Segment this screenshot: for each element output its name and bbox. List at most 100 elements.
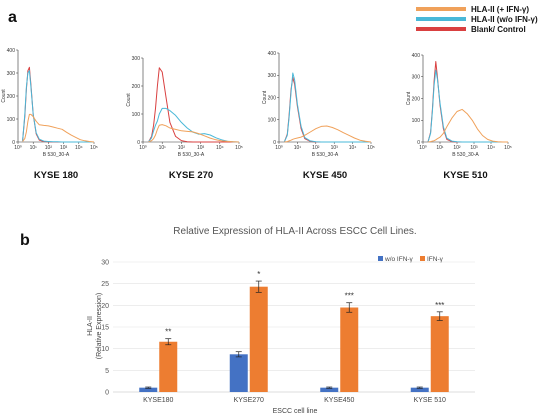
y-tick-label: 400: [7, 48, 16, 54]
bar: [249, 286, 268, 392]
bar: [320, 387, 339, 392]
histogram-curve: [284, 72, 371, 143]
panel-label-b: b: [20, 232, 30, 249]
bar-legend-swatch: [378, 256, 383, 261]
cell-line-label: KYSE 450: [303, 170, 347, 181]
bar-chart-ylabel-line1: HLA-II: [87, 316, 94, 336]
bar-chart-xlabel: ESCC cell line: [273, 408, 318, 415]
x-tick-label: 10⁴: [75, 145, 83, 151]
y-tick-label: 25: [101, 281, 109, 288]
y-tick-label: 300: [7, 71, 16, 77]
x-tick-label: KYSE180: [143, 397, 173, 404]
x-tick-label: 10⁵: [504, 145, 512, 151]
legend-swatch: [416, 27, 466, 31]
bar: [139, 387, 158, 392]
y-tick-label: 100: [268, 118, 277, 124]
bar-chart: 0 5 10 15 20 25 30 ** KYSE180 * KYSE270 *** KYSE450 *…: [101, 256, 475, 404]
y-tick-label: 0: [105, 390, 109, 397]
x-tick-label: KYSE 510: [414, 397, 446, 404]
x-tick-label: 10⁰: [139, 145, 147, 151]
legend-swatch: [416, 7, 466, 11]
histogram-3: 0 100 200 300 400 Count 10⁰ 10¹ 10² 10³ 10⁴ 10⁵ B 53…: [262, 51, 375, 181]
x-tick-label: 10⁴: [349, 145, 357, 151]
histogram-curve: [427, 69, 508, 143]
y-tick-label: 15: [101, 325, 109, 332]
bar: [410, 387, 429, 392]
legend-swatch: [416, 17, 466, 21]
histogram-curve: [22, 70, 94, 143]
y-tick-label: 400: [268, 51, 277, 57]
y-tick-label: 20: [101, 303, 109, 310]
x-tick-label: 10²: [178, 145, 186, 151]
x-tick-label: 10⁰: [275, 145, 283, 151]
cell-line-label: KYSE 180: [34, 170, 78, 181]
bar-chart-ylabel-line2: (Relative Expression): [96, 293, 103, 360]
x-tick-label: 10¹: [294, 145, 302, 151]
x-tick-label: 10⁵: [367, 145, 375, 151]
y-tick-label: 5: [105, 368, 109, 375]
significance-marker: *: [257, 270, 260, 279]
legend-label: HLA-II (w/o IFN-γ): [471, 15, 538, 24]
x-tick-label: 10³: [470, 145, 478, 151]
x-tick-label: 10³: [197, 145, 205, 151]
x-tick-label: KYSE270: [234, 397, 264, 404]
y-tick-label: 100: [7, 117, 16, 123]
y-tick-label: 10: [101, 346, 109, 353]
cell-line-label: KYSE 510: [443, 170, 487, 181]
y-tick-label: 100: [412, 118, 421, 124]
panel-label-a: a: [8, 9, 17, 26]
x-tick-label: 10⁵: [235, 145, 243, 151]
significance-marker: ***: [345, 292, 354, 301]
y-axis-label: Count: [126, 93, 132, 107]
bar-legend-label: w/o IFN-γ: [384, 256, 414, 263]
legend-label: HLA-II (+ IFN-γ): [471, 5, 529, 14]
y-axis-label: Count: [406, 91, 412, 105]
x-tick-label: 10³: [331, 145, 339, 151]
x-tick-label: 10²: [45, 145, 53, 151]
histogram-curve: [428, 108, 508, 143]
histogram-curve: [22, 66, 94, 143]
y-tick-label: 300: [268, 73, 277, 79]
histogram-curve: [284, 125, 372, 143]
y-axis-label: Count: [262, 90, 268, 104]
bar-legend-swatch: [420, 256, 425, 261]
y-tick-label: 0: [137, 140, 140, 146]
x-tick-label: 10²: [453, 145, 461, 151]
cell-line-label: KYSE 270: [169, 170, 213, 181]
x-axis-label: B 530_30-A: [178, 152, 205, 158]
histogram-curve: [148, 67, 239, 143]
y-tick-label: 200: [132, 84, 141, 90]
histogram-curve: [148, 107, 240, 143]
bar: [229, 354, 248, 392]
y-tick-label: 400: [412, 53, 421, 59]
x-tick-label: 10¹: [30, 145, 38, 151]
y-tick-label: 300: [412, 75, 421, 81]
x-axis-label: B 530_30-A: [452, 152, 479, 158]
x-tick-label: 10¹: [436, 145, 444, 151]
significance-marker: **: [165, 328, 171, 337]
x-tick-label: 10⁰: [14, 145, 22, 151]
y-tick-label: 0: [12, 140, 15, 146]
histogram-legend: HLA-II (+ IFN-γ)HLA-II (w/o IFN-γ)Blank/…: [416, 5, 538, 34]
x-tick-label: 10⁵: [90, 145, 98, 151]
y-tick-label: 200: [7, 94, 16, 100]
histogram-curve: [22, 113, 95, 143]
x-axis-label: B 530_30-A: [43, 152, 70, 158]
x-axis-label: B 530_30-A: [312, 152, 339, 158]
bar: [430, 316, 449, 392]
bar: [340, 307, 359, 392]
x-tick-label: 10⁰: [419, 145, 427, 151]
x-tick-label: 10⁴: [487, 145, 495, 151]
x-tick-label: 10⁴: [216, 145, 224, 151]
bar: [159, 341, 178, 392]
x-tick-label: KYSE450: [324, 397, 354, 404]
bar-legend-label: IFN-γ: [427, 256, 444, 263]
legend-label: Blank/ Control: [471, 25, 526, 34]
y-tick-label: 200: [268, 95, 277, 101]
y-tick-label: 30: [101, 260, 109, 267]
y-tick-label: 200: [412, 96, 421, 102]
y-tick-label: 100: [132, 112, 141, 118]
histogram-2: 0 100 200 300 Count 10⁰ 10¹ 10² 10³ 10⁴ 10⁵ B 530_3…: [126, 56, 243, 181]
y-tick-label: 0: [273, 140, 276, 146]
